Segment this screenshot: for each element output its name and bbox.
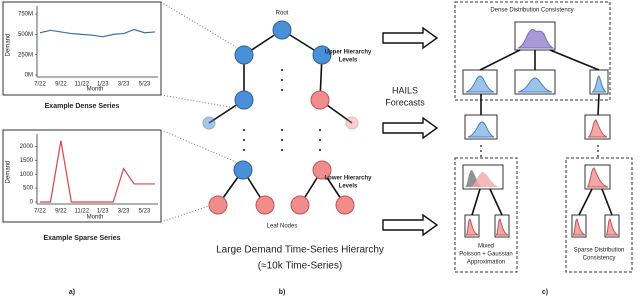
y-tick-label: 2000 xyxy=(20,144,34,150)
mixed-label: Approximation xyxy=(467,260,505,266)
mixed-label: Poisson + Gaussian xyxy=(459,252,513,258)
panel-label: a) xyxy=(69,289,75,296)
x-tick-label: 1/23 xyxy=(97,82,109,88)
x-tick-label: 7/22 xyxy=(34,82,46,88)
sparse-frame xyxy=(2,129,162,223)
y-tick-label: 500 xyxy=(23,186,34,192)
x-tick-label: 11/22 xyxy=(75,209,90,215)
x-tick-label: 5/23 xyxy=(139,82,151,88)
sparse-group xyxy=(565,157,633,273)
x-tick-label: 3/23 xyxy=(118,82,130,88)
distributions xyxy=(462,145,620,238)
panel-label: c) xyxy=(542,289,548,296)
x-tick-label: 9/22 xyxy=(55,209,67,215)
dense-group xyxy=(454,1,611,101)
node-label: Upper Hierarchy xyxy=(325,50,372,56)
caption: Large Demand Time-Series Hierarchy xyxy=(216,245,384,256)
node-label: Root xyxy=(276,11,289,17)
mixed-label: Mixed xyxy=(478,244,494,250)
node-label: Leaf Nodes xyxy=(267,224,298,230)
forecasts-label: HAILS xyxy=(392,85,418,95)
x-tick-label: 3/23 xyxy=(118,209,130,215)
y-label: Demand xyxy=(6,34,12,57)
x-tick-label: 1/23 xyxy=(97,209,109,215)
node-label: Lower Hierarchy xyxy=(324,176,372,182)
arrows xyxy=(382,26,439,237)
dense-frame xyxy=(2,1,162,96)
group-title: Dense Distribution Consistency xyxy=(490,8,573,14)
y-tick-label: 250M xyxy=(18,52,33,58)
tree-nodes xyxy=(202,20,359,215)
y-tick-label: 750M xyxy=(18,12,33,18)
sparse-label: Sparse Distribution xyxy=(574,248,625,254)
distributions xyxy=(462,21,611,140)
y-tick-label: 1000 xyxy=(20,172,34,178)
x-tick-label: 9/22 xyxy=(55,82,67,88)
mixed-group xyxy=(454,157,518,273)
caption: Example Dense Series xyxy=(45,103,120,110)
series-line xyxy=(39,28,156,38)
x-tick-label: 11/22 xyxy=(75,82,90,88)
x-label: Month xyxy=(87,87,104,93)
caption: (≈10k Time-Series) xyxy=(258,261,342,272)
x-tick-label: 7/22 xyxy=(34,209,46,215)
y-label: Demand xyxy=(6,161,12,184)
x-tick-label: 5/23 xyxy=(139,209,151,215)
caption: Example Sparse Series xyxy=(43,235,120,242)
y-tick-label: 0 xyxy=(30,200,34,206)
panel-label: b) xyxy=(279,289,286,296)
node-label: Levels xyxy=(339,184,358,190)
y-tick-label: 0M xyxy=(25,73,33,79)
node-label: Levels xyxy=(339,58,358,64)
y-tick-label: 1500 xyxy=(20,158,34,164)
x-label: Month xyxy=(87,215,104,221)
sparse-label: Consistency xyxy=(583,256,616,262)
forecasts-label: Forecasts xyxy=(385,97,425,107)
series-line xyxy=(40,140,155,203)
y-tick-label: 500M xyxy=(18,32,33,38)
